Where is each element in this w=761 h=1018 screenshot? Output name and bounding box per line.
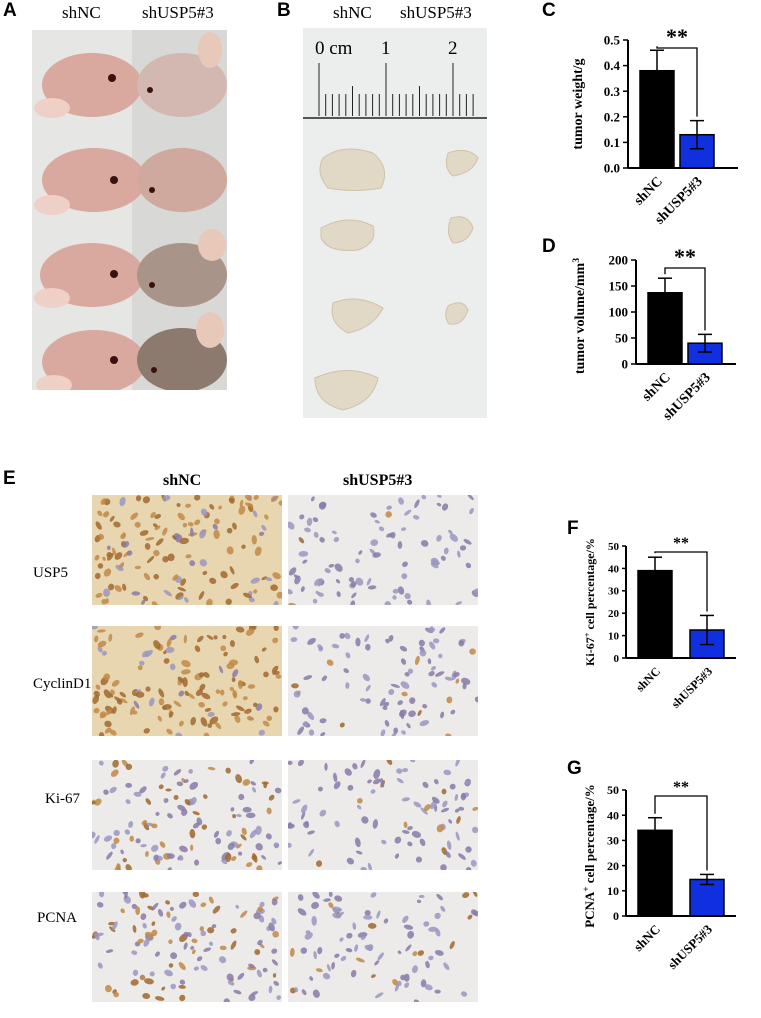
ihc-image-cyclind1-shnc — [92, 626, 282, 736]
bar-shnc — [637, 569, 673, 659]
significance-bracket — [654, 795, 708, 871]
group-label-shnc-b: shNC — [333, 3, 372, 22]
y-tick-label: 20 — [608, 608, 620, 620]
group-label-shusp5-b: shUSP5#3 — [400, 3, 472, 22]
y-tick-label: 10 — [608, 630, 620, 642]
ihc-image-pcna-shusp5 — [288, 892, 478, 1002]
y-axis-label: tumor volume/mm3 — [571, 258, 589, 374]
y-tick-label: 20 — [607, 859, 619, 873]
ihc-image-pcna-shnc — [92, 892, 282, 1002]
bar-shusp5 — [689, 878, 725, 917]
panel-label-a: A — [3, 0, 17, 21]
category-label: shUSP5#3 — [668, 664, 715, 711]
y-tick-label: 10 — [607, 884, 619, 898]
y-tick-label: 50 — [607, 783, 619, 797]
y-axis-label: tumor weight/g — [571, 58, 586, 149]
ihc-row-label-ki67: Ki-67 — [45, 791, 80, 807]
category-label: shUSP5#3 — [665, 921, 716, 972]
category-label: shNC — [631, 922, 664, 955]
group-label-shusp5-a: shUSP5#3 — [142, 3, 214, 22]
y-tick-label: 40 — [608, 563, 620, 575]
y-tick-label: 50 — [615, 331, 628, 346]
y-tick-label: 0 — [614, 653, 620, 665]
y-tick-label: 0 — [622, 357, 629, 372]
y-tick-label: 50 — [608, 541, 620, 553]
y-tick-label: 0.1 — [604, 135, 620, 150]
ruler-label: 0 cm — [315, 38, 353, 59]
y-tick-label: 150 — [609, 279, 629, 294]
ihc-image-usp5-shnc — [92, 495, 282, 605]
ihc-header-shnc: shNC — [163, 472, 202, 489]
significance-label: ** — [673, 535, 689, 552]
y-tick-label: 200 — [609, 253, 629, 268]
significance-label: ** — [666, 24, 688, 49]
y-tick-label: 30 — [607, 834, 619, 848]
ihc-row-label-usp5: USP5 — [33, 565, 69, 581]
panel-label-b: B — [277, 0, 291, 21]
ihc-image-ki67-shusp5 — [288, 760, 478, 870]
y-tick-label: 30 — [608, 586, 620, 598]
y-axis-label: PCNA+ cell percentage/% — [581, 784, 597, 928]
tumor-photo: 0 cm 1 2 — [303, 28, 487, 418]
category-label: shNC — [633, 664, 663, 694]
ihc-header-shusp5: shUSP5#3 — [343, 472, 413, 489]
y-tick-label: 40 — [607, 808, 619, 822]
y-tick-label: 0.0 — [604, 161, 620, 176]
panel-label-d: D — [542, 236, 556, 257]
significance-bracket — [656, 46, 698, 117]
panel-label-f: F — [567, 518, 579, 539]
significance-label: ** — [674, 244, 696, 269]
panel-label-e: E — [3, 468, 16, 489]
significance-bracket — [654, 551, 708, 612]
y-axis-label: Ki-67+ cell percentage/% — [583, 538, 598, 666]
y-tick-label: 0.3 — [604, 84, 621, 99]
ruler-tick-2: 2 — [448, 38, 458, 59]
chart-g: 0 10 20 30 40 50 shNC shUSP5#3 ** PCNA+ cell perc… — [581, 779, 736, 972]
category-label: shNC — [640, 370, 674, 404]
significance-bracket — [664, 267, 706, 331]
ihc-row-label-pcna: PCNA — [37, 910, 78, 926]
panel-label-c: C — [542, 0, 556, 21]
y-tick-label: 0.5 — [604, 33, 621, 48]
y-tick-label: 0.4 — [604, 58, 621, 73]
group-label-shnc-a: shNC — [62, 3, 101, 22]
ihc-image-usp5-shusp5 — [288, 495, 478, 605]
significance-label: ** — [673, 779, 689, 796]
mouse-photo — [32, 30, 227, 390]
ihc-row-label-cyclind1: CyclinD1 — [33, 676, 92, 692]
y-tick-label: 0 — [613, 909, 619, 923]
category-label: shNC — [632, 174, 666, 208]
ihc-image-ki67-shnc — [92, 760, 282, 870]
ruler-tick-1: 1 — [381, 38, 391, 59]
y-tick-label: 0.2 — [604, 109, 620, 124]
ihc-image-cyclind1-shusp5 — [288, 626, 478, 736]
bar-shnc — [637, 829, 673, 917]
chart-f: 0 10 20 30 40 50 shNC shUSP5#3 ** Ki-67+ cell per… — [583, 535, 736, 711]
y-tick-label: 100 — [609, 305, 629, 320]
panel-label-g: G — [567, 758, 582, 779]
